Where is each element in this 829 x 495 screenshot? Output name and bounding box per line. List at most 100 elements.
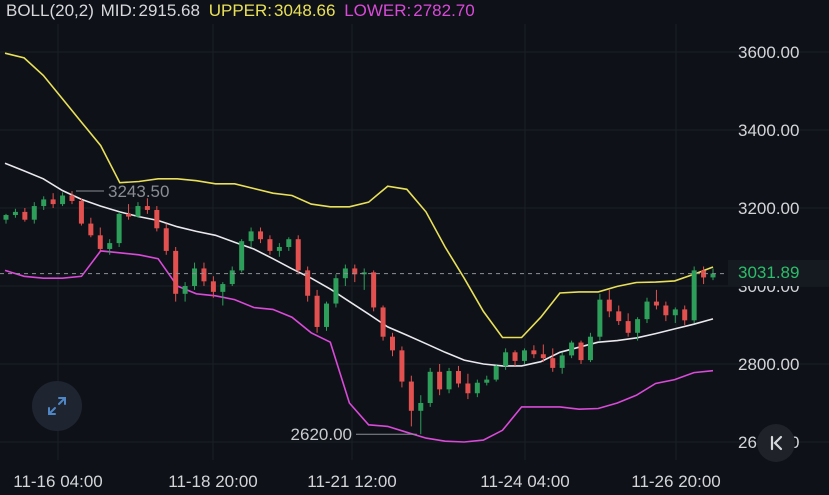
- x-tick-label: 11-26 20:00: [631, 472, 720, 491]
- expand-button[interactable]: [32, 381, 82, 431]
- candle: [465, 373, 471, 400]
- candle-body: [418, 403, 424, 411]
- candle: [267, 235, 273, 255]
- candle: [192, 262, 198, 290]
- x-tick-label: 11-21 12:00: [307, 472, 396, 491]
- candle-body: [78, 200, 84, 224]
- candle-body: [3, 215, 9, 220]
- candle: [531, 345, 537, 359]
- candle: [210, 276, 216, 298]
- mid-value: 2915.68: [138, 1, 200, 20]
- bollinger-bands: [4, 52, 714, 443]
- candle: [78, 198, 84, 226]
- candle: [672, 307, 678, 324]
- candle: [41, 196, 47, 210]
- candle: [559, 352, 565, 374]
- candle: [587, 332, 593, 363]
- upper-value: 3048.66: [274, 1, 336, 20]
- candle-body: [455, 371, 461, 384]
- candle-body: [12, 211, 18, 216]
- candle: [512, 350, 518, 366]
- chevron-left-bar-icon: [770, 435, 783, 451]
- candle: [201, 262, 207, 286]
- candle-body: [248, 231, 254, 242]
- candle: [625, 313, 631, 337]
- y-tick-label: 3200.00: [738, 199, 799, 218]
- lower-band-line: [4, 250, 714, 443]
- x-tick-label: 11-16 04:00: [13, 472, 102, 491]
- candle: [163, 223, 169, 255]
- candle: [606, 289, 612, 318]
- candle-body: [587, 336, 593, 361]
- candle: [12, 208, 18, 218]
- candle: [69, 191, 75, 205]
- expand-arrows-icon: [48, 397, 66, 415]
- candle-body: [361, 272, 367, 275]
- upper-label: UPPER: 3048.66: [208, 1, 336, 20]
- candle-body: [276, 247, 282, 251]
- lower-value: 2782.70: [413, 1, 475, 20]
- candle: [50, 193, 56, 208]
- y-tick-label: 3400.00: [738, 121, 799, 140]
- candle: [710, 268, 716, 281]
- indicator-name: BOLL(20,2): [6, 1, 94, 20]
- candle-body: [50, 199, 56, 205]
- candle: [229, 266, 235, 286]
- candle: [126, 204, 132, 220]
- candle-body: [97, 235, 103, 249]
- candle: [333, 274, 339, 308]
- candle: [258, 227, 264, 244]
- candle-body: [305, 270, 311, 296]
- candle: [446, 367, 452, 394]
- candle-body: [644, 301, 650, 320]
- candles: [3, 191, 716, 435]
- candle: [569, 340, 575, 359]
- candle-body: [154, 209, 160, 229]
- candle-body: [220, 284, 226, 292]
- x-tick-label: 11-24 04:00: [480, 472, 569, 491]
- candle: [578, 340, 584, 364]
- candle-body: [210, 281, 216, 292]
- candle-body: [559, 355, 565, 368]
- candle: [380, 305, 386, 341]
- candle: [399, 346, 405, 388]
- candle-body: [484, 379, 490, 383]
- mid-label: MID: 2915.68: [100, 1, 200, 20]
- candle-body: [333, 278, 339, 304]
- candle-body: [144, 206, 150, 210]
- candle-body: [503, 352, 509, 366]
- candle-body: [135, 206, 141, 217]
- candle-body: [446, 371, 452, 390]
- candle-body: [663, 305, 669, 316]
- candle-body: [399, 350, 405, 382]
- candle-body: [512, 352, 518, 361]
- candle-body: [88, 223, 94, 236]
- candle-body: [635, 319, 641, 333]
- candle: [116, 211, 122, 247]
- candle: [135, 202, 141, 218]
- candle-body: [126, 213, 132, 217]
- candle-body: [691, 270, 697, 321]
- candle-body: [229, 270, 235, 285]
- upper-band-line: [4, 52, 714, 339]
- candle-body: [625, 321, 631, 333]
- candle-body: [60, 195, 66, 205]
- candle-body: [314, 295, 320, 327]
- candle: [644, 297, 650, 324]
- candle: [22, 208, 28, 222]
- collapse-button[interactable]: [757, 424, 795, 462]
- candle-body: [531, 350, 537, 355]
- candle: [493, 364, 499, 382]
- candle-body: [578, 342, 584, 361]
- candle-body: [710, 273, 716, 278]
- candle-body: [201, 268, 207, 282]
- candle: [276, 243, 282, 257]
- candle: [653, 289, 659, 310]
- candle-body: [380, 307, 386, 337]
- candle-body: [31, 206, 37, 220]
- candle-body: [69, 195, 75, 201]
- candle-body: [540, 354, 546, 359]
- candle: [173, 247, 179, 302]
- candle-body: [192, 268, 198, 286]
- candle-body: [239, 241, 245, 271]
